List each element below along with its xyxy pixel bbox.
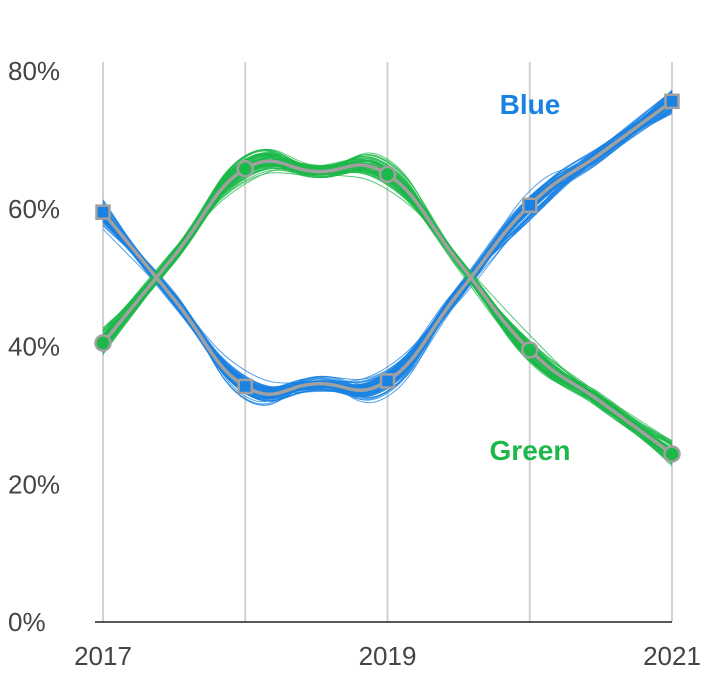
x-tick-label: 2021 xyxy=(643,641,701,671)
y-tick-label: 60% xyxy=(8,194,60,224)
green-point xyxy=(521,341,539,359)
green-series-label: Green xyxy=(490,435,571,466)
y-tick-label: 40% xyxy=(8,332,60,362)
green-point xyxy=(378,165,397,184)
axis-labels: 0% 20% 40% 60% 80% 2017 2019 2021 xyxy=(8,56,701,671)
y-tick-label: 20% xyxy=(8,469,60,499)
blue-point xyxy=(237,378,253,395)
x-tick-label: 2017 xyxy=(74,641,132,671)
green-point xyxy=(236,160,254,178)
data-points xyxy=(94,93,681,463)
blue-series-label: Blue xyxy=(500,89,561,120)
y-tick-label: 0% xyxy=(8,607,46,637)
green-point xyxy=(94,334,112,352)
grid-layer xyxy=(95,62,673,623)
blue-point xyxy=(95,204,111,220)
green-point xyxy=(663,445,681,463)
blue-point xyxy=(664,93,680,110)
y-tick-label: 80% xyxy=(8,56,60,86)
series-labels: Blue Green xyxy=(490,89,571,466)
blue-point xyxy=(522,197,538,214)
blue-point xyxy=(379,373,396,389)
x-tick-label: 2019 xyxy=(359,641,417,671)
